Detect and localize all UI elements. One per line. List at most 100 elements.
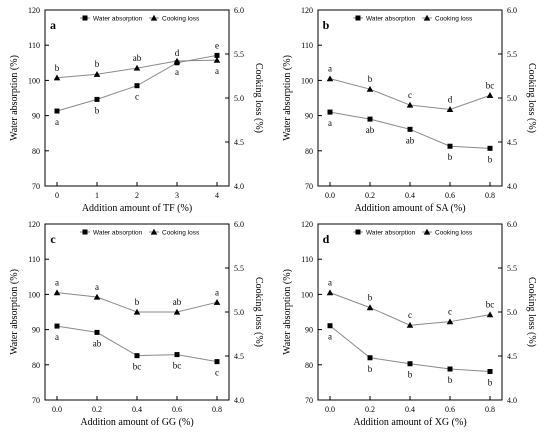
y-right-tick-label: 5.0 xyxy=(234,94,244,103)
y-right-tick-label: 4.5 xyxy=(234,352,244,361)
legend-label-cooking: Cooking loss xyxy=(162,16,200,23)
significance-label-cooking: a xyxy=(95,282,99,292)
data-point-cooking xyxy=(53,289,61,296)
significance-label-water: ab xyxy=(93,338,102,348)
y-left-tick-label: 100 xyxy=(301,76,313,85)
x-tick-label: 0.2 xyxy=(365,191,375,200)
x-tick-label: 0.0 xyxy=(325,405,335,414)
legend-marker-cooking xyxy=(150,228,158,235)
x-tick-label: 1 xyxy=(95,191,99,200)
data-point-cooking xyxy=(486,92,494,98)
y-right-tick-label: 6.0 xyxy=(507,6,517,15)
significance-label-water: a xyxy=(55,332,59,342)
y-right-tick-label: 5.5 xyxy=(234,50,244,59)
x-tick-label: 0 xyxy=(55,191,59,200)
significance-label-water: a xyxy=(55,117,59,127)
y-left-tick-label: 120 xyxy=(28,220,40,229)
legend-marker-cooking xyxy=(423,14,431,21)
significance-label-water: e xyxy=(215,40,219,50)
legend: Water absorption Cooking loss xyxy=(80,228,200,237)
data-point-water xyxy=(447,366,453,372)
x-tick-label: 0.0 xyxy=(325,191,335,200)
significance-label-water: bc xyxy=(133,362,142,372)
data-point-cooking xyxy=(326,75,334,82)
y-right-tick-label: 4.5 xyxy=(507,352,517,361)
significance-label-cooking: a xyxy=(328,278,332,288)
data-point-water xyxy=(94,96,100,102)
data-point-cooking xyxy=(53,74,61,81)
y-left-tick-label: 70 xyxy=(32,396,40,405)
y-right-tick-label: 5.0 xyxy=(507,94,517,103)
data-point-cooking xyxy=(133,308,141,315)
x-tick-label: 0.8 xyxy=(485,191,495,200)
y-left-axis-label: Water absorption (%) xyxy=(282,55,293,141)
y-right-tick-label: 5.5 xyxy=(234,264,244,273)
significance-label-water: ab xyxy=(366,125,375,135)
legend-marker-cooking xyxy=(150,14,158,21)
y-left-tick-label: 70 xyxy=(32,182,40,191)
significance-label-water: d xyxy=(175,48,180,58)
data-point-water xyxy=(407,126,413,132)
significance-label-water: b xyxy=(95,105,100,115)
x-tick-label: 0.8 xyxy=(485,405,495,414)
legend: Water absorption Cooking loss xyxy=(80,14,200,23)
data-point-water xyxy=(487,145,493,151)
significance-label-cooking: d xyxy=(448,94,453,104)
significance-label-cooking: b xyxy=(95,59,100,69)
significance-label-cooking: a xyxy=(215,66,219,76)
panel-label: b xyxy=(323,18,330,32)
y-left-tick-label: 80 xyxy=(32,361,40,370)
y-right-axis-label: Cooking loss (%) xyxy=(526,277,537,347)
x-tick-label: 3 xyxy=(175,191,179,200)
legend-marker-water xyxy=(355,15,361,21)
significance-label-cooking: a xyxy=(215,287,219,297)
y-right-axis-label: Cooking loss (%) xyxy=(526,63,537,133)
x-tick-label: 0.4 xyxy=(405,405,415,414)
legend-label-water: Water absorption xyxy=(366,230,416,237)
data-point-cooking xyxy=(366,85,374,92)
x-tick-label: 0.2 xyxy=(365,405,375,414)
significance-label-cooking: c xyxy=(408,310,412,320)
y-left-tick-label: 90 xyxy=(305,112,313,121)
significance-label-water: c xyxy=(215,368,219,378)
y-right-tick-label: 4.5 xyxy=(234,138,244,147)
y-left-tick-label: 120 xyxy=(301,6,313,15)
significance-label-cooking: b xyxy=(55,63,60,73)
y-left-tick-label: 90 xyxy=(305,326,313,335)
data-point-water xyxy=(327,109,333,115)
y-right-tick-label: 5.5 xyxy=(507,50,517,59)
data-point-cooking xyxy=(406,321,414,328)
y-right-axis-label: Cooking loss (%) xyxy=(253,277,264,347)
y-left-tick-label: 70 xyxy=(305,182,313,191)
y-right-tick-label: 6.0 xyxy=(234,220,244,229)
panel-label: c xyxy=(50,232,56,246)
significance-label-water: b xyxy=(448,152,453,162)
data-point-water xyxy=(367,116,373,122)
y-left-tick-label: 110 xyxy=(301,255,313,264)
data-point-water xyxy=(447,143,453,149)
y-left-axis-label: Water absorption (%) xyxy=(9,55,20,141)
y-right-axis-label: Cooking loss (%) xyxy=(253,63,264,133)
data-point-cooking xyxy=(446,106,454,113)
legend-label-water: Water absorption xyxy=(93,230,143,237)
y-right-tick-label: 4.0 xyxy=(507,182,517,191)
data-point-cooking xyxy=(133,64,141,71)
chart-panel-a: 70 80 90 100 110 120 4.0 4.5 5.0 5.5 6.0 0 1 2 3 4 Addit… xyxy=(9,6,264,214)
x-tick-label: 0.6 xyxy=(172,405,182,414)
chart-panel-d: 70 80 90 100 110 120 4.0 4.5 5.0 5.5 6.0 0.0 0.2 0.4 0… xyxy=(282,220,537,428)
data-point-cooking xyxy=(213,56,221,63)
chart-panel-b: 70 80 90 100 110 120 4.0 4.5 5.0 5.5 6.0 0.0 0.2 0.4 0… xyxy=(282,6,537,214)
x-tick-label: 0.8 xyxy=(212,405,222,414)
x-tick-label: 0.6 xyxy=(445,405,455,414)
legend-marker-water xyxy=(355,229,361,235)
data-point-water xyxy=(54,323,60,329)
significance-label-water: ab xyxy=(406,135,415,145)
significance-label-water: b xyxy=(448,375,453,385)
y-right-tick-label: 6.0 xyxy=(507,220,517,229)
significance-label-water: bc xyxy=(173,361,182,371)
significance-label-cooking: b xyxy=(368,74,373,84)
y-right-tick-label: 4.0 xyxy=(507,396,517,405)
y-left-tick-label: 90 xyxy=(32,326,40,335)
panel-label: a xyxy=(50,18,56,32)
